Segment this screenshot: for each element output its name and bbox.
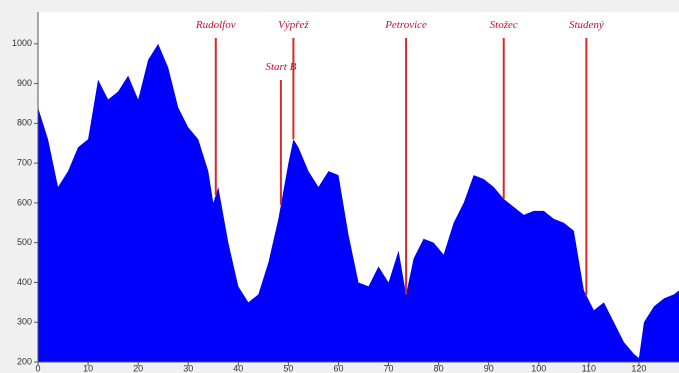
x-tick-label: 10 — [83, 363, 93, 373]
y-tick-label: 1000 — [12, 38, 32, 48]
y-tick-label: 200 — [17, 356, 32, 366]
x-tick-label: 20 — [133, 363, 143, 373]
y-tick-label: 300 — [17, 317, 32, 327]
x-tick-label: 60 — [333, 363, 343, 373]
x-tick-label: 50 — [283, 363, 293, 373]
x-tick-label: 30 — [183, 363, 193, 373]
y-tick-label: 600 — [17, 197, 32, 207]
x-tick-label: 100 — [531, 363, 546, 373]
y-tick-label: 700 — [17, 158, 32, 168]
x-tick-label: 120 — [631, 363, 646, 373]
marker-label: Stožec — [490, 19, 518, 31]
marker-label: Výpřež — [278, 19, 309, 31]
marker-label: Studený — [569, 19, 604, 31]
x-tick-label: 90 — [484, 363, 494, 373]
x-tick-label: 0 — [35, 363, 40, 373]
marker-label: Start B — [265, 61, 296, 73]
marker-label: Rudolfov — [195, 19, 236, 31]
elevation-area — [38, 43, 679, 363]
marker-label: Petrovice — [384, 19, 427, 31]
y-tick-label: 900 — [17, 78, 32, 88]
y-tick-label: 800 — [17, 118, 32, 128]
x-tick-label: 40 — [233, 363, 243, 373]
x-tick-label: 70 — [384, 363, 394, 373]
x-tick-label: 110 — [582, 363, 596, 373]
x-tick-label: 80 — [434, 363, 444, 373]
y-tick-label: 400 — [17, 277, 32, 287]
y-tick-label: 500 — [17, 237, 32, 247]
